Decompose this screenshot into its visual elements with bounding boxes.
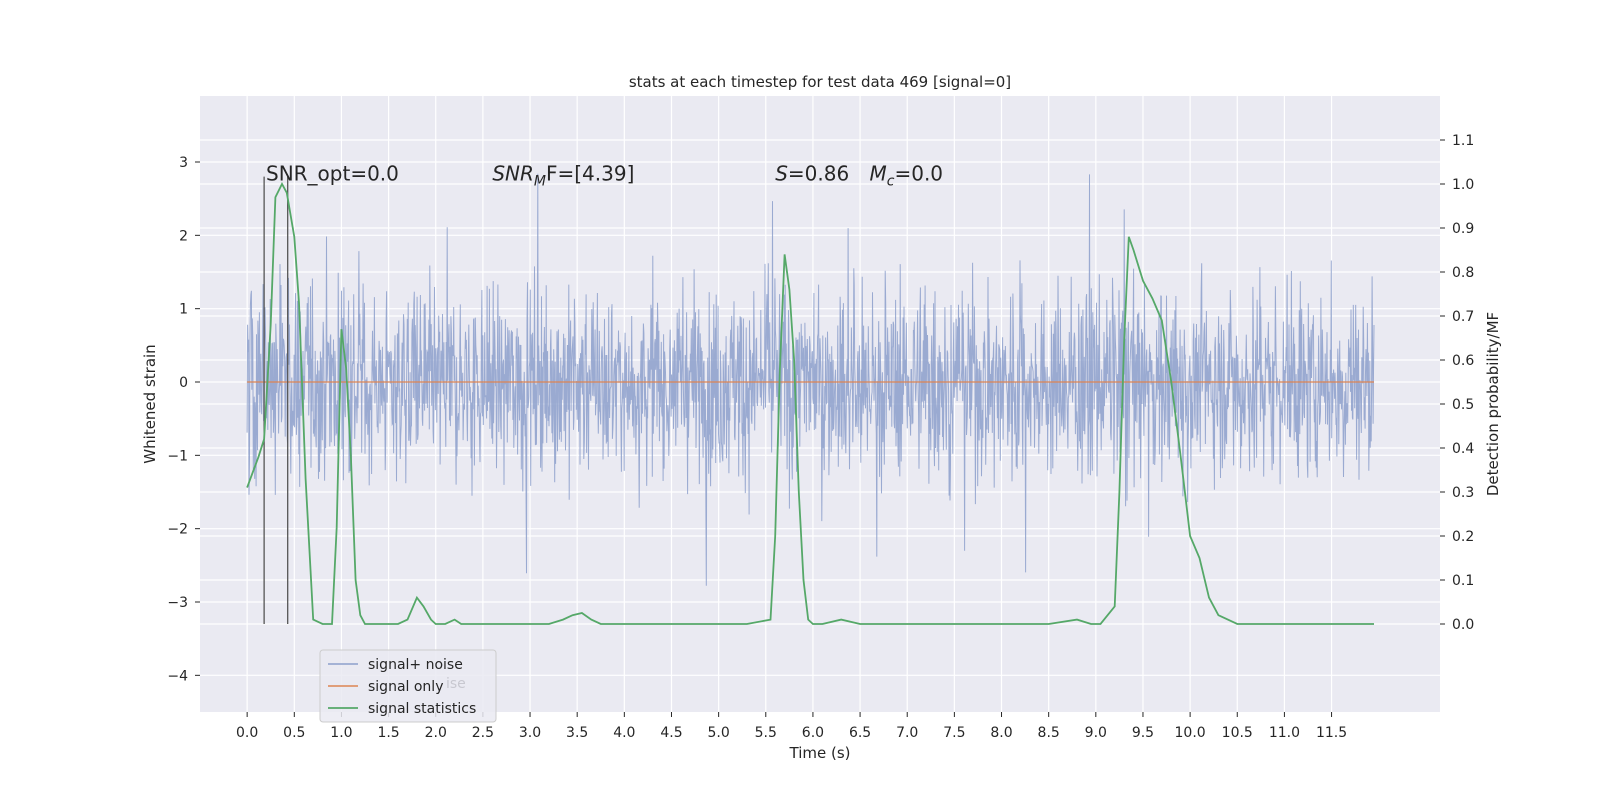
y2-axis-ticks: 0.0 0.1 0.2 0.3 0.4 0.5 0.6 0.7 0.8 0.9 1.0 1.1 — [1440, 133, 1474, 633]
x-tick-label: 0.5 — [283, 725, 305, 741]
y2-tick-label: 0.0 — [1452, 617, 1474, 633]
y2-tick-label: 0.2 — [1452, 529, 1474, 545]
y2-tick-label: 0.3 — [1452, 485, 1474, 501]
y2-tick-label: 0.8 — [1452, 265, 1474, 281]
annotation-part: SNR — [492, 161, 534, 185]
x-tick-label: 8.0 — [990, 725, 1012, 741]
annotation-part: c — [887, 173, 895, 189]
y2-tick-label: 0.1 — [1452, 573, 1474, 589]
x-tick-label: 3.0 — [519, 725, 541, 741]
x-tick-label: 6.5 — [849, 725, 871, 741]
x-tick-label: 2.0 — [425, 725, 447, 741]
signal-statistics-series — [246, 182, 1374, 625]
x-axis-label: Time (s) — [789, 744, 851, 762]
y-tick-label: 1 — [179, 302, 188, 318]
legend-box — [319, 649, 497, 723]
y-tick-label: 2 — [179, 228, 188, 244]
x-tick-label: 1.5 — [377, 725, 399, 741]
y2-tick-label: 1.1 — [1452, 133, 1474, 149]
y-tick-label: −3 — [167, 595, 188, 611]
annotation-0: SNR_opt=0.0 — [266, 161, 399, 185]
x-axis-ticks: 0.0 0.5 1.0 1.5 2.0 2.5 3.0 3.5 4.0 4.5 5.0 5.5 6.0 6… — [236, 712, 1347, 741]
legend-label-noise: signal+ noise — [368, 657, 463, 673]
y-tick-label: 3 — [179, 155, 188, 171]
y2-tick-label: 0.6 — [1452, 353, 1474, 369]
x-tick-label: 9.0 — [1085, 725, 1107, 741]
annotation-part: M — [534, 173, 546, 189]
legend-ghost-text: ise — [446, 676, 466, 692]
x-tick-label: 4.0 — [613, 725, 635, 741]
x-tick-label: 5.5 — [755, 725, 777, 741]
legend-label-signal-only: signal only — [368, 679, 443, 695]
legend-label-statistics: signal statistics — [368, 701, 476, 717]
annotation-part: S — [775, 161, 788, 185]
x-tick-label: 11.5 — [1316, 725, 1347, 741]
y2-tick-label: 0.7 — [1452, 309, 1474, 325]
statistics-curve — [246, 182, 1374, 625]
y2-tick-label: 0.5 — [1452, 397, 1474, 413]
x-tick-label: 4.5 — [660, 725, 682, 741]
annotations: SNR_opt=0.0 SNRMF=[4.39] S=0.86 Mc=0.0 — [266, 161, 943, 189]
x-tick-label: 10.0 — [1175, 725, 1206, 741]
annotation-part: M — [870, 161, 887, 185]
vertical-markers — [263, 176, 289, 624]
y-tick-label: −1 — [167, 448, 188, 464]
x-tick-label: 7.0 — [896, 725, 918, 741]
x-tick-label: 8.5 — [1038, 725, 1060, 741]
y2-axis-label: Detection probability/MF — [1484, 312, 1502, 496]
annotation-1: SNRMF=[4.39] — [492, 161, 634, 189]
annotation-3: Mc=0.0 — [870, 161, 944, 189]
y-tick-label: −2 — [167, 522, 188, 538]
x-tick-label: 7.5 — [943, 725, 965, 741]
y-axis-ticks: −4 −3 −2 −1 0 1 2 3 — [167, 155, 200, 684]
y2-tick-label: 1.0 — [1452, 177, 1474, 193]
x-tick-label: 3.5 — [566, 725, 588, 741]
legend: ise signal+ noise signal only signal sta… — [319, 649, 497, 723]
chart-title: stats at each timestep for test data 469… — [629, 73, 1011, 91]
annotation-2: S=0.86 — [775, 161, 849, 185]
y2-tick-label: 0.9 — [1452, 221, 1474, 237]
x-tick-label: 9.5 — [1132, 725, 1154, 741]
annotation-part: F=[4.39] — [546, 161, 634, 185]
x-tick-label: 10.5 — [1222, 725, 1253, 741]
y2-tick-label: 0.4 — [1452, 441, 1474, 457]
y-axis-label: Whitened strain — [141, 344, 159, 463]
x-tick-label: 2.5 — [472, 725, 494, 741]
noise-series — [246, 173, 1375, 586]
y-tick-label: 0 — [179, 375, 188, 391]
x-tick-label: 6.0 — [802, 725, 824, 741]
annotation-part: =0.0 — [894, 161, 943, 185]
x-tick-label: 5.0 — [707, 725, 729, 741]
noise-trace — [246, 173, 1375, 586]
x-tick-label: 11.0 — [1269, 725, 1300, 741]
x-tick-label: 0.0 — [236, 725, 258, 741]
y-tick-label: −4 — [167, 668, 188, 684]
x-tick-label: 1.0 — [330, 725, 352, 741]
annotation-part: =0.86 — [788, 161, 849, 185]
